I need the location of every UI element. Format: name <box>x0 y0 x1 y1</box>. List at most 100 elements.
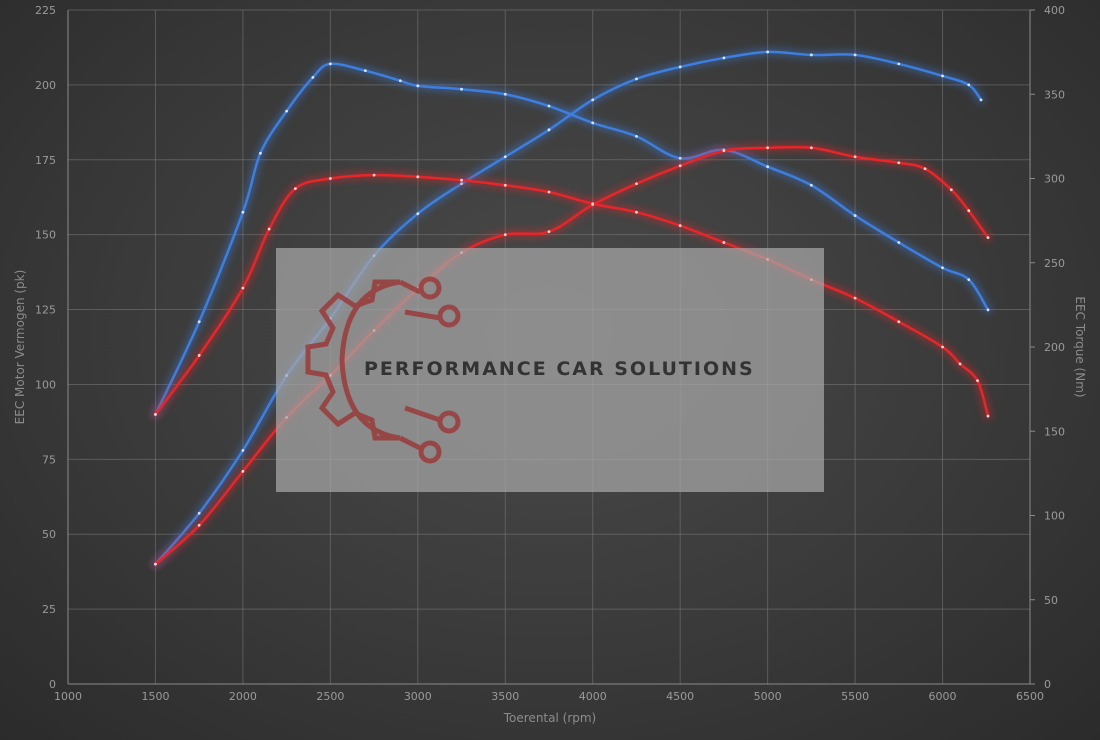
gear-circuit-icon <box>305 276 461 464</box>
series-point <box>897 62 901 66</box>
series-point <box>311 76 315 79</box>
series-point <box>328 62 332 66</box>
series-point <box>416 175 420 179</box>
series-point <box>372 173 376 177</box>
series-point <box>547 104 551 108</box>
watermark-logo: PERFORMANCE CAR SOLUTIONS <box>276 248 824 492</box>
series-point <box>809 146 813 150</box>
y-right-tick-label: 200 <box>1044 341 1065 354</box>
series-point <box>460 178 463 182</box>
y-left-tick-label: 75 <box>42 453 56 466</box>
series-point <box>967 209 971 213</box>
y-right-tick-label: 300 <box>1044 173 1065 186</box>
series-point <box>503 92 507 96</box>
y-left-axis-title: EEC Motor Vermogen (pk) <box>13 270 27 425</box>
series-point <box>853 155 857 159</box>
series-point <box>154 413 157 416</box>
y-left-tick-label: 150 <box>35 229 56 242</box>
series-point <box>678 224 682 228</box>
series-point <box>416 84 420 88</box>
series-point <box>416 212 420 216</box>
series-point <box>678 65 682 69</box>
y-left-tick-label: 50 <box>42 528 56 541</box>
series-point <box>986 236 990 240</box>
series-point <box>766 50 770 54</box>
y-left-tick-label: 125 <box>35 304 56 317</box>
y-right-tick-label: 400 <box>1044 4 1065 17</box>
series-point <box>547 230 551 234</box>
y-left-tick-label: 200 <box>35 79 56 92</box>
series-point <box>923 167 927 171</box>
series-point <box>241 210 245 214</box>
y-left-tick-label: 175 <box>35 154 56 167</box>
y-right-tick-label: 250 <box>1044 257 1065 270</box>
axes: 1000 1500 2000 2500 3000 3500 4000 4500 5000 5500… <box>35 4 1065 703</box>
x-tick-label: 5000 <box>754 690 782 703</box>
y-left-tick-label: 25 <box>42 603 56 616</box>
series-point <box>941 74 944 78</box>
x-tick-label: 6500 <box>1016 690 1044 703</box>
series-point <box>285 109 289 113</box>
series-point <box>503 233 507 237</box>
series-point <box>591 98 595 102</box>
series-point <box>591 202 595 206</box>
series-point <box>678 164 682 168</box>
series-point <box>503 155 507 159</box>
y-right-tick-label: 50 <box>1044 594 1058 607</box>
x-tick-label: 5500 <box>841 690 869 703</box>
y-right-tick-label: 100 <box>1044 510 1065 523</box>
series-point <box>941 345 944 349</box>
series-point <box>635 182 638 186</box>
series-point <box>979 98 983 102</box>
series-3 <box>150 170 993 421</box>
series-point <box>897 320 901 324</box>
series-point <box>766 146 770 150</box>
series-point <box>591 121 595 125</box>
series-point <box>853 214 857 217</box>
x-tick-label: 1500 <box>141 690 169 703</box>
series-point <box>722 241 726 244</box>
series-point <box>547 128 551 132</box>
series-point <box>809 183 813 187</box>
series-point <box>678 156 682 160</box>
logo-text: PERFORMANCE CAR SOLUTIONS <box>364 358 755 380</box>
y-right-tick-label: 150 <box>1044 425 1065 438</box>
series-point <box>897 161 901 165</box>
series-point <box>967 278 971 281</box>
series-point <box>986 308 990 312</box>
series-point <box>197 523 201 527</box>
x-tick-label: 3500 <box>491 690 519 703</box>
x-axis-title: Toerental (rpm) <box>503 711 596 725</box>
series-point <box>241 448 245 452</box>
series-point <box>154 562 157 566</box>
y-right-axis-title: EEC Torque (Nm) <box>1073 296 1087 397</box>
y-left-tick-label: 100 <box>35 378 56 391</box>
series-point <box>547 190 551 194</box>
series-point <box>460 87 463 91</box>
series-point <box>722 149 726 153</box>
series-point <box>241 286 245 290</box>
y-left-tick-label: 225 <box>35 4 56 17</box>
x-tick-label: 2500 <box>316 690 344 703</box>
y-right-tick-label: 350 <box>1044 88 1065 101</box>
x-tick-label: 2000 <box>229 690 257 703</box>
series-point <box>809 53 813 57</box>
x-tick-label: 4000 <box>579 690 607 703</box>
series-point <box>363 69 367 73</box>
x-tick-label: 1000 <box>54 690 82 703</box>
y-right-tick-label: 0 <box>1044 678 1051 691</box>
watermark-panel <box>276 248 824 492</box>
series-point <box>958 362 962 366</box>
series-point <box>766 165 770 169</box>
series-point <box>241 469 245 473</box>
series-line <box>154 173 990 418</box>
series-point <box>197 354 201 357</box>
series-point <box>398 79 402 83</box>
series-point <box>986 414 990 418</box>
x-tick-label: 3000 <box>404 690 432 703</box>
series-point <box>328 177 332 180</box>
series-point <box>949 188 953 192</box>
x-tick-label: 4500 <box>666 690 694 703</box>
